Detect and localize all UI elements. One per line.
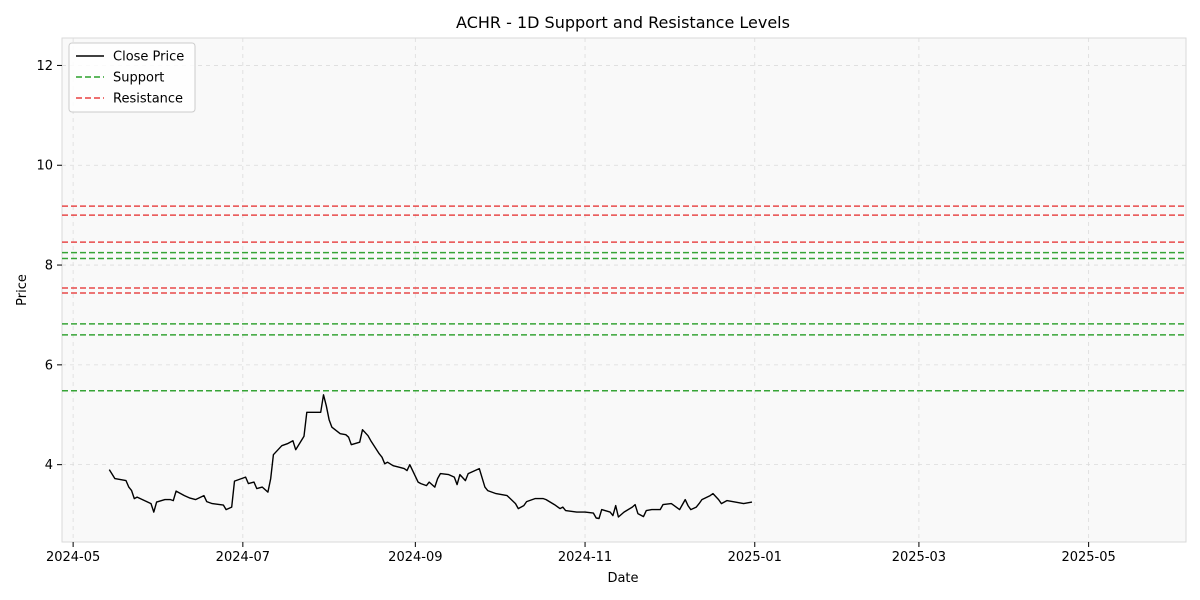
series-layer	[108, 394, 753, 520]
x-tick-label: 2024-11	[558, 550, 612, 565]
y-tick-label: 4	[45, 458, 53, 473]
y-tick-label: 8	[45, 259, 53, 274]
x-tick-label: 2024-09	[388, 550, 442, 565]
plot-area	[61, 37, 1187, 543]
level-lines	[62, 205, 1186, 392]
grid-lines	[62, 38, 1186, 542]
x-tick-label: 2025-05	[1061, 550, 1115, 565]
close-price-line	[108, 394, 753, 520]
axes: 4 6 8 10 12 2024-05 2024-07 2024-09 2024-11 2025-…	[36, 59, 1115, 565]
y-tick-label: 10	[36, 159, 53, 174]
x-tick-label: 2024-05	[46, 550, 100, 565]
x-tick-label: 2025-03	[892, 550, 946, 565]
y-tick-label: 12	[36, 59, 53, 74]
x-tick-label: 2025-01	[728, 550, 782, 565]
legend-label: Resistance	[113, 92, 183, 107]
legend-box	[68, 42, 196, 113]
x-axis-label: Date	[607, 571, 638, 586]
x-tick-label: 2024-07	[216, 550, 270, 565]
y-axis-label: Price	[15, 274, 30, 306]
chart-title: ACHR - 1D Support and Resistance Levels	[456, 13, 790, 32]
legend-label: Support	[113, 71, 164, 86]
legend-label: Close Price	[113, 50, 184, 65]
legend: Close Price Support Resistance	[68, 42, 196, 113]
y-tick-label: 6	[45, 358, 53, 373]
